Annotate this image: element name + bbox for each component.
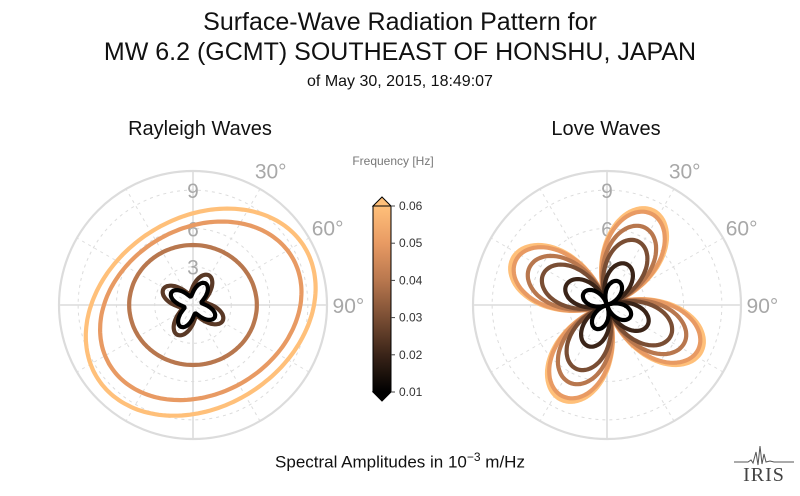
seismogram-icon <box>734 445 794 466</box>
colorbar-tick-0: 0.01 <box>399 385 423 399</box>
colorbar-tick-1: 0.02 <box>399 348 423 362</box>
love-plot-title: Love Waves <box>551 118 661 140</box>
rayleigh-radial-tick-0: 3 <box>187 257 199 280</box>
colorbar-tick-5: 0.06 <box>399 199 423 213</box>
chart-title-line-2: MW 6.2 (GCMT) SOUTHEAST OF HONSHU, JAPAN <box>103 38 697 66</box>
rayleigh-angle-tick-60: 60° <box>312 217 344 240</box>
rayleigh-pattern-0.06 <box>83 206 318 418</box>
iris-logo: IRIS <box>734 442 794 488</box>
love-angle-tick-30: 30° <box>669 160 701 183</box>
x-axis-label-base: 10 <box>447 452 467 472</box>
colorbar-label: Frequency [Hz] <box>352 154 434 168</box>
rayleigh-pattern-0.01 <box>168 280 218 330</box>
love-radial-tick-0: 3 <box>601 257 613 280</box>
colorbar-frame <box>372 205 392 393</box>
colorbar-tick-4: 0.05 <box>399 236 423 250</box>
colorbar-max-extension <box>371 196 393 207</box>
love-angle-tick-60: 60° <box>726 217 758 240</box>
love-radial-tick-1: 6 <box>601 218 613 241</box>
x-axis-label-exponent: −3 <box>466 450 481 464</box>
rayleigh-polar-plot: 3 6 9 30° 60° 90° <box>57 160 365 441</box>
rayleigh-plot-title: Rayleigh Waves <box>128 118 272 140</box>
love-angle-tick-90: 90° <box>747 295 779 318</box>
love-pattern-0.03 <box>539 237 675 373</box>
colorbar-tick-3: 0.04 <box>399 273 423 287</box>
logo-text: IRIS <box>743 464 785 486</box>
love-pattern-0.04 <box>525 223 689 387</box>
love-radial-tick-2: 9 <box>601 180 613 203</box>
x-axis-label-prefix: Spectral Amplitudes in <box>275 452 448 472</box>
love-pattern-0.01 <box>580 278 634 332</box>
frequency-colorbar: 0.01 0.02 0.03 0.04 0.05 0.06 <box>371 196 423 402</box>
rayleigh-angle-tick-90: 90° <box>333 295 365 318</box>
rayleigh-angle-grid-150 <box>125 188 261 422</box>
chart-subtitle-date: of May 30, 2015, 18:49:07 <box>307 73 493 90</box>
colorbar-tick-2: 0.03 <box>399 311 423 325</box>
x-axis-label: Spectral Amplitudes in 10−3 m/Hz <box>0 450 800 473</box>
rayleigh-radial-tick-1: 6 <box>187 218 199 241</box>
colorbar-gradient <box>373 206 391 392</box>
rayleigh-pattern-0.04 <box>127 242 259 368</box>
rayleigh-radial-tick-2: 9 <box>187 180 199 203</box>
love-pattern-0.02 <box>563 261 651 349</box>
rayleigh-angle-tick-30: 30° <box>255 160 287 183</box>
love-polar-plot: 3 6 9 30° 60° 90° <box>471 160 779 441</box>
x-axis-label-suffix: m/Hz <box>480 452 525 472</box>
love-pattern-0.05 <box>511 209 703 401</box>
chart-title-line-1: Surface-Wave Radiation Pattern for <box>203 8 597 36</box>
rayleigh-pattern-0.05 <box>97 219 304 403</box>
colorbar-min-extension <box>371 391 393 402</box>
